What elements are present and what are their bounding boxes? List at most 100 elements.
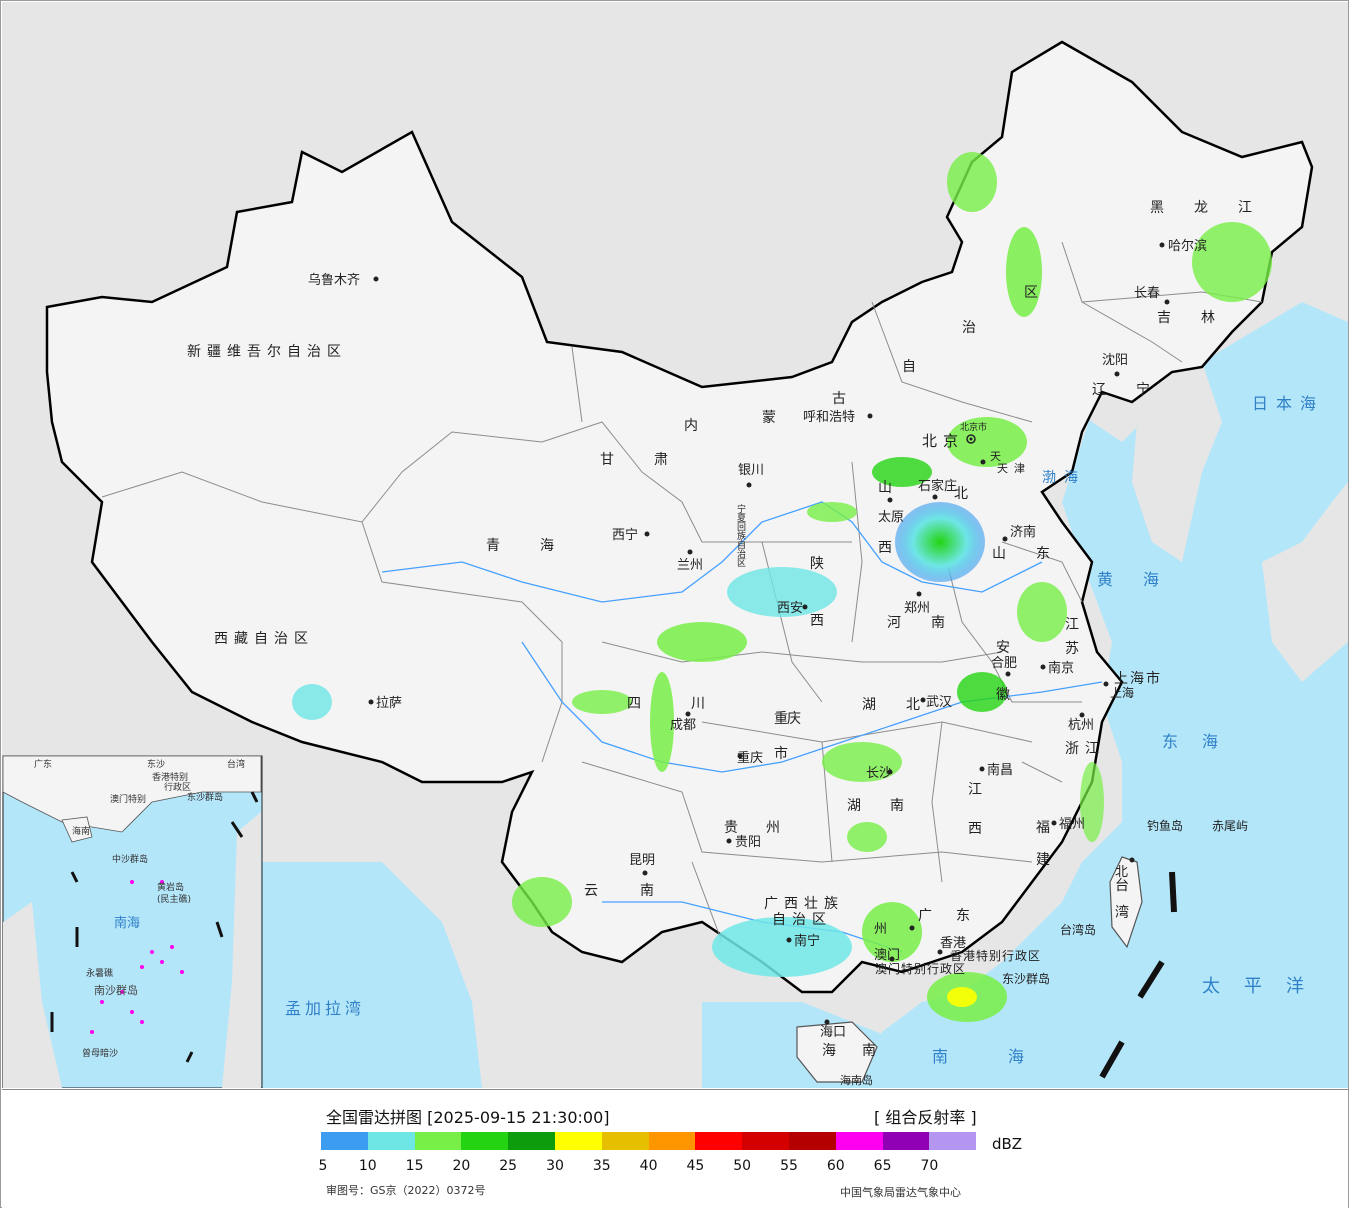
color-swatch xyxy=(742,1132,789,1150)
province-label: 西 xyxy=(878,540,898,556)
inset-label: 东沙 xyxy=(147,758,165,770)
color-swatch xyxy=(554,1132,602,1150)
sea-label: 黄海 xyxy=(1097,570,1189,589)
city-marker: 西安 xyxy=(777,601,808,616)
inset-label: 广东 xyxy=(34,758,52,770)
sea-label: 南海 xyxy=(932,1047,1084,1066)
province-label: 新疆维吾尔自治区 xyxy=(187,344,347,360)
inset-label: 台湾 xyxy=(227,758,245,770)
province-label: 建 xyxy=(1036,852,1056,868)
city-marker: 长春 xyxy=(1134,286,1170,305)
city-marker: 沈阳 xyxy=(1102,353,1128,377)
svg-text:太原: 太原 xyxy=(878,510,904,525)
color-swatch xyxy=(508,1132,555,1150)
province-label: 福 xyxy=(1036,820,1056,836)
svg-text:南宁: 南宁 xyxy=(794,933,820,949)
taiwan-island xyxy=(1109,856,1143,949)
svg-text:重庆: 重庆 xyxy=(737,750,763,766)
inset-label: (民主礁) xyxy=(157,893,191,905)
svg-text:呼和浩特: 呼和浩特 xyxy=(803,410,855,425)
inset-label: 行政区 xyxy=(164,781,191,793)
province-label: 湖 xyxy=(847,798,867,814)
province-label: 湾 xyxy=(1115,904,1135,921)
product-label: [ 组合反射率 ] xyxy=(874,1108,977,1127)
svg-text:南京: 南京 xyxy=(1048,660,1074,676)
svg-text:哈尔滨: 哈尔滨 xyxy=(1168,238,1207,254)
province-label: 青海 xyxy=(486,538,594,554)
city-marker: 郑州 xyxy=(904,591,930,616)
province-label: 重 xyxy=(774,711,794,727)
city-marker: 福州 xyxy=(1051,817,1085,832)
city-marker: 上海 xyxy=(1103,681,1134,700)
city-marker: 贵阳 xyxy=(726,835,761,850)
legend-title: 全国雷达拼图 [2025-09-15 21:30:00] xyxy=(326,1108,610,1127)
city-marker: 南宁 xyxy=(786,933,820,949)
province-borders xyxy=(101,241,1263,943)
province-label: 天津 xyxy=(997,462,1031,475)
svg-text:武汉: 武汉 xyxy=(926,695,952,710)
scale-tick-label: 15 xyxy=(405,1158,424,1174)
scale-tick-label: 50 xyxy=(733,1158,752,1174)
inset-label: 东沙群岛 xyxy=(187,791,223,803)
svg-text:乌鲁木齐: 乌鲁木齐 xyxy=(308,272,360,288)
province-label: 南 xyxy=(862,1043,882,1059)
radar-echoes xyxy=(292,152,1272,1022)
inset-label: 中沙群岛 xyxy=(112,853,148,865)
indian-ocean xyxy=(262,862,482,1088)
province-label: 湖北 xyxy=(862,697,950,713)
city-marker: 北京市 xyxy=(960,421,987,444)
svg-text:西宁: 西宁 xyxy=(612,527,638,543)
province-label: 吉林 xyxy=(1157,310,1245,326)
city-marker: 杭州 xyxy=(1068,712,1094,733)
color-swatch xyxy=(321,1132,368,1150)
scale-tick-label: 35 xyxy=(592,1158,611,1174)
province-label: 北京 xyxy=(922,432,964,450)
province-label: 江 xyxy=(1065,617,1085,633)
city-marker: 长沙 xyxy=(866,766,893,781)
scale-tick-label: 20 xyxy=(452,1158,471,1174)
city-marker: 兰州 xyxy=(677,549,703,573)
city-marker: 香港 xyxy=(937,936,966,955)
svg-text:澳门: 澳门 xyxy=(874,947,900,963)
city-marker: 济南 xyxy=(1002,524,1036,542)
city-marker: 澳门 xyxy=(874,947,900,963)
svg-text:福州: 福州 xyxy=(1059,817,1085,832)
svg-text:北京市: 北京市 xyxy=(960,421,987,433)
inset-label: 曾母暗沙 xyxy=(82,1047,118,1059)
hainan-island xyxy=(796,1021,878,1083)
city-marker: 天 xyxy=(980,450,1001,465)
province-label: 广西壮族 xyxy=(764,896,844,912)
province-label: 西 xyxy=(968,821,988,837)
color-swatch xyxy=(601,1132,649,1150)
color-swatch xyxy=(648,1132,696,1150)
province-label: 西藏自治区 xyxy=(214,631,314,647)
svg-text:济南: 济南 xyxy=(1010,524,1036,540)
province-label: 云 xyxy=(584,883,604,899)
city-marker: 海口 xyxy=(820,1019,846,1040)
city-marker: 太原 xyxy=(878,497,904,525)
japan-korea-land xyxy=(1132,362,1222,562)
province-label: 自 xyxy=(902,359,922,375)
province-label: 西 xyxy=(810,613,830,629)
svg-text:杭州: 杭州 xyxy=(1068,718,1094,733)
inset-label: 海南 xyxy=(72,825,90,837)
color-legend: 全国雷达拼图 [2025-09-15 21:30:00] [ 组合反射率 ] d… xyxy=(2,1089,1348,1208)
color-swatch xyxy=(695,1132,743,1150)
color-scale-bar xyxy=(321,1132,977,1150)
city-marker: 银川 xyxy=(738,463,764,488)
svg-text:长沙: 长沙 xyxy=(866,766,892,781)
province-label: 山东 xyxy=(992,546,1080,562)
scale-tick-label: 30 xyxy=(546,1158,564,1174)
province-label: 香港特别行政区 xyxy=(950,948,1041,963)
svg-text:兰州: 兰州 xyxy=(677,558,703,573)
color-swatch xyxy=(882,1132,930,1150)
island-label: 钓鱼岛 xyxy=(1147,818,1183,833)
svg-text:南昌: 南昌 xyxy=(987,762,1013,778)
province-label: 蒙 xyxy=(762,410,782,426)
scale-tick-label: 10 xyxy=(358,1158,377,1174)
province-label: 南 xyxy=(890,798,910,814)
inset-label: 黄岩岛 xyxy=(157,881,184,893)
city-marker: 石家庄 xyxy=(918,478,957,500)
china-mainland xyxy=(45,40,1314,994)
svg-text:合肥: 合肥 xyxy=(991,656,1017,671)
